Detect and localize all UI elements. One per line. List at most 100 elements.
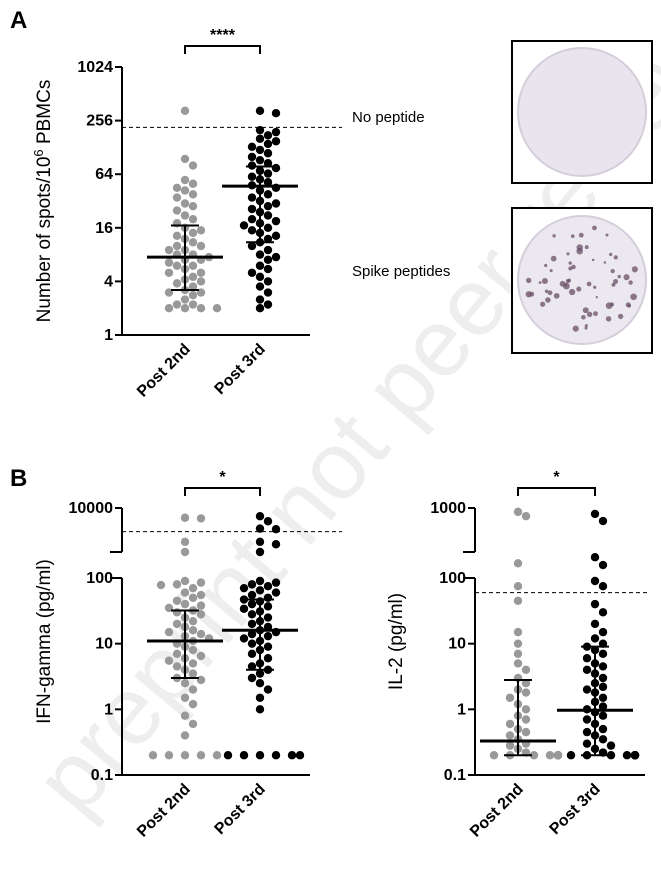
il2-point-post3	[622, 751, 632, 760]
ifn-point-post3	[255, 586, 265, 595]
elispot-y-tick-label: 4	[104, 273, 113, 290]
elispot-spot	[611, 282, 616, 287]
ifn-point-post2	[172, 662, 182, 671]
ifn-point-post3	[263, 517, 273, 526]
elispot-y-tick-label: 256	[86, 113, 113, 130]
ifn-point-post2	[188, 583, 198, 593]
il2-point-post2	[529, 751, 539, 760]
ifn-point-post2	[180, 537, 190, 547]
elispot-point-post3	[263, 139, 273, 149]
ifn-point-post3	[247, 639, 257, 648]
il2-point-post3	[598, 724, 608, 734]
ifn-point-post3	[255, 524, 265, 533]
il2-point-post3	[566, 751, 576, 760]
ifn-point-post3	[263, 613, 273, 622]
elispot-point-post3	[247, 241, 257, 251]
ifn-y-tick-label: 100	[86, 570, 113, 587]
ifn-point-post3	[271, 540, 281, 549]
panel-a-letter: A	[10, 7, 27, 34]
elispot-spot	[547, 290, 553, 296]
il2-point-post3	[598, 608, 608, 617]
elispot-point-post3	[263, 288, 273, 297]
elispot-chart: 1 4 16 64 256 1024 Number of spots/106 PBMCs **…	[31, 27, 342, 401]
elispot-spot	[613, 278, 619, 284]
elispot-point-post3	[271, 199, 281, 208]
ifn-point-post2	[196, 578, 206, 587]
elispot-point-post3	[263, 149, 273, 158]
ifn-point-post3	[263, 631, 273, 641]
il2-point-post3	[598, 649, 608, 659]
elispot-point-post3	[247, 142, 257, 152]
elispot-spot	[628, 280, 633, 285]
elispot-point-post3	[247, 214, 257, 224]
il2-point-post3	[598, 582, 608, 591]
elispot-point-post2	[180, 154, 190, 164]
ifn-y-tick-label: 1	[104, 701, 113, 718]
elispot-point-post3	[255, 304, 265, 313]
elispot-point-post2	[172, 279, 182, 288]
elispot-point-post2	[172, 206, 182, 215]
ifn-point-post2	[156, 580, 166, 590]
il2-point-post2	[521, 727, 531, 737]
il2-point-post3	[598, 711, 608, 720]
il2-point-post2	[545, 751, 555, 760]
il2-y-tick-label: 0.1	[444, 767, 466, 784]
il2-chart: 0.1 1 10 100 1000 IL-2 (pg/ml) * Post 2nd Post 3…	[386, 469, 648, 841]
ifn-point-post2	[188, 669, 198, 678]
elispot-point-post3	[263, 201, 273, 211]
il2-x-category-label: Post 2nd	[467, 781, 527, 841]
elispot-spot	[545, 297, 551, 303]
ifn-point-post3	[247, 649, 257, 659]
ifn-point-post2	[188, 616, 198, 626]
elispot-spot	[568, 288, 576, 296]
ifn-point-post2	[196, 751, 206, 760]
ifn-y-axis-label: IFN-gamma (pg/ml)	[34, 559, 55, 724]
il2-point-post2	[505, 741, 515, 750]
ifn-point-post3	[239, 604, 249, 613]
elispot-point-post3	[271, 108, 281, 118]
ifn-point-post2	[212, 751, 222, 760]
il2-point-post2	[553, 751, 563, 760]
elispot-spot	[525, 277, 532, 284]
ifn-point-post2	[164, 656, 174, 665]
ifn-point-post3	[247, 619, 257, 629]
elispot-spot	[576, 286, 582, 292]
il2-point-post2	[513, 649, 523, 659]
il2-point-post2	[505, 693, 515, 702]
elispot-point-post3	[247, 226, 257, 235]
elispot-spot	[549, 269, 553, 273]
elispot-point-post2	[164, 258, 174, 267]
elispot-point-post3	[271, 137, 281, 146]
ifn-point-post2	[180, 693, 190, 702]
ifn-point-post3	[239, 583, 249, 593]
il2-point-post3	[590, 509, 600, 519]
ifn-point-post2	[180, 711, 190, 720]
elispot-point-post2	[172, 300, 182, 309]
elispot-x-category-label: Post 3rd	[212, 341, 269, 398]
elispot-point-post3	[255, 261, 265, 270]
ifn-point-post3	[271, 751, 281, 760]
il2-y-tick-label: 1	[457, 701, 466, 718]
ifn-point-post2	[172, 619, 182, 629]
elispot-point-post3	[255, 145, 265, 155]
il2-point-post3	[598, 682, 608, 692]
il2-significance-label: *	[553, 469, 560, 486]
ifn-point-post3	[255, 576, 265, 586]
il2-point-post3	[582, 665, 592, 674]
il2-point-post3	[598, 516, 608, 526]
elispot-point-post3	[247, 172, 257, 181]
il2-point-post3	[598, 693, 608, 702]
elispot-point-post3	[255, 125, 265, 135]
elispot-point-post2	[188, 179, 198, 188]
elispot-spot	[605, 316, 612, 322]
ifn-point-post3	[255, 512, 265, 521]
elispot-spot	[544, 289, 549, 294]
ifn-point-post3	[247, 590, 257, 600]
elispot-point-post2	[188, 272, 198, 282]
ifn-point-post2	[172, 580, 182, 589]
il2-point-post3	[606, 751, 616, 760]
ifn-x-category-label: Post 3rd	[212, 781, 269, 838]
elispot-point-post3	[263, 178, 273, 187]
ifn-point-post2	[196, 610, 206, 619]
elispot-point-post3	[255, 134, 265, 143]
